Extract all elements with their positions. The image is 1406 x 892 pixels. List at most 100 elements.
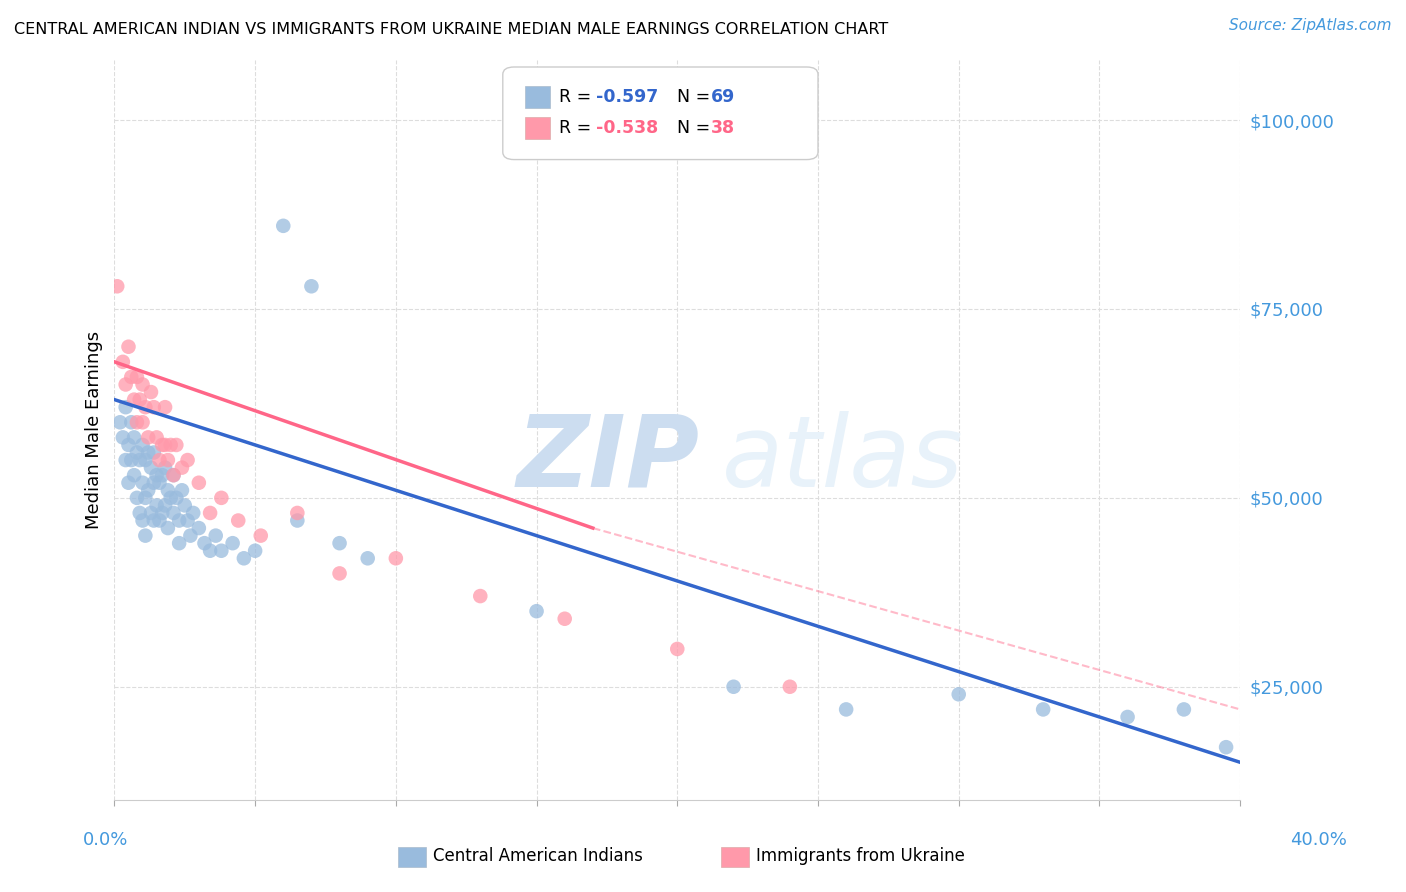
Text: Source: ZipAtlas.com: Source: ZipAtlas.com	[1229, 18, 1392, 33]
Point	[134, 491, 156, 505]
Point	[357, 551, 380, 566]
Point	[153, 460, 176, 475]
Point	[131, 377, 153, 392]
Point	[1173, 702, 1195, 716]
Point	[162, 468, 184, 483]
FancyBboxPatch shape	[526, 117, 550, 139]
FancyBboxPatch shape	[526, 86, 550, 108]
Text: 69: 69	[711, 87, 735, 105]
Point	[148, 453, 170, 467]
Point	[554, 612, 576, 626]
Text: R =: R =	[560, 119, 596, 136]
Text: N =: N =	[666, 119, 716, 136]
Y-axis label: Median Male Earnings: Median Male Earnings	[86, 331, 103, 529]
Point	[470, 589, 492, 603]
Point	[779, 680, 801, 694]
Point	[114, 377, 136, 392]
Point	[117, 475, 139, 490]
Text: R =: R =	[560, 87, 596, 105]
Point	[167, 536, 190, 550]
Point	[131, 475, 153, 490]
Point	[221, 536, 243, 550]
Point	[285, 506, 308, 520]
Point	[139, 506, 162, 520]
Point	[128, 392, 150, 407]
Point	[136, 483, 159, 498]
Point	[329, 566, 352, 581]
Point	[142, 475, 165, 490]
Point	[148, 475, 170, 490]
Point	[159, 491, 181, 505]
Point	[835, 702, 858, 716]
Point	[170, 460, 193, 475]
Point	[1032, 702, 1054, 716]
Text: -0.538: -0.538	[596, 119, 658, 136]
Text: Immigrants from Ukraine: Immigrants from Ukraine	[756, 847, 966, 865]
Point	[142, 445, 165, 459]
Point	[134, 528, 156, 542]
Point	[204, 528, 226, 542]
Point	[131, 514, 153, 528]
Point	[209, 543, 232, 558]
Point	[134, 400, 156, 414]
Point	[232, 551, 254, 566]
Point	[136, 445, 159, 459]
Text: CENTRAL AMERICAN INDIAN VS IMMIGRANTS FROM UKRAINE MEDIAN MALE EARNINGS CORRELAT: CENTRAL AMERICAN INDIAN VS IMMIGRANTS FR…	[14, 22, 889, 37]
Point	[162, 468, 184, 483]
Point	[285, 514, 308, 528]
Point	[145, 430, 167, 444]
Point	[170, 483, 193, 498]
Point	[131, 438, 153, 452]
Point	[179, 528, 201, 542]
Point	[162, 506, 184, 520]
Text: 0.0%: 0.0%	[83, 831, 128, 849]
Point	[148, 514, 170, 528]
Text: atlas: atlas	[723, 411, 965, 508]
Point	[187, 521, 209, 535]
Point	[117, 340, 139, 354]
Point	[176, 453, 198, 467]
Point	[131, 415, 153, 429]
Text: ZIP: ZIP	[517, 411, 700, 508]
Point	[329, 536, 352, 550]
Point	[120, 370, 142, 384]
Point	[125, 415, 148, 429]
Point	[111, 430, 134, 444]
Text: Central American Indians: Central American Indians	[433, 847, 643, 865]
Point	[153, 438, 176, 452]
Point	[125, 445, 148, 459]
Point	[142, 400, 165, 414]
Point	[165, 438, 187, 452]
Point	[226, 514, 249, 528]
Point	[198, 506, 221, 520]
Point	[249, 528, 271, 542]
Point	[122, 468, 145, 483]
Point	[114, 400, 136, 414]
Point	[173, 499, 195, 513]
Point	[666, 642, 689, 657]
Point	[948, 687, 970, 701]
FancyBboxPatch shape	[503, 67, 818, 160]
Point	[198, 543, 221, 558]
Point	[125, 491, 148, 505]
Point	[111, 355, 134, 369]
Point	[176, 514, 198, 528]
Point	[122, 392, 145, 407]
Text: -0.597: -0.597	[596, 87, 658, 105]
Text: 38: 38	[711, 119, 735, 136]
Point	[167, 514, 190, 528]
Point	[136, 430, 159, 444]
Point	[299, 279, 322, 293]
Point	[271, 219, 294, 233]
Point	[243, 543, 266, 558]
Point	[128, 453, 150, 467]
Point	[128, 506, 150, 520]
Point	[117, 438, 139, 452]
Point	[142, 514, 165, 528]
Point	[134, 453, 156, 467]
Point	[1116, 710, 1139, 724]
Point	[145, 468, 167, 483]
Point	[122, 430, 145, 444]
Point	[526, 604, 548, 618]
Text: N =: N =	[666, 87, 716, 105]
